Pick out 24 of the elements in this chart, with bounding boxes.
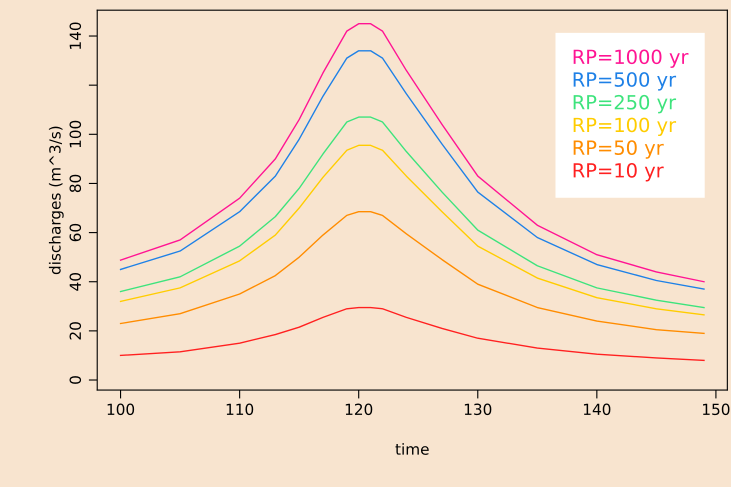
y-axis-title: discharges (m^3/s) bbox=[48, 126, 64, 274]
y-tick-label: 0 bbox=[70, 376, 82, 384]
y-tick-label: 60 bbox=[70, 224, 82, 242]
x-tick-label: 150 bbox=[703, 404, 730, 416]
text: RP=10 yr bbox=[574, 162, 664, 182]
text: RP=500 yr bbox=[574, 72, 676, 91]
x-tick-label: 110 bbox=[226, 404, 254, 416]
x-tick-label: 120 bbox=[346, 404, 372, 416]
text: RP=250 yr bbox=[574, 94, 676, 114]
line-series bbox=[120, 306, 705, 362]
x-tick-label: 130 bbox=[464, 404, 492, 416]
y-tick-label: 140 bbox=[70, 22, 82, 49]
text: RP=1000 yr bbox=[574, 49, 688, 68]
line-series bbox=[120, 116, 705, 308]
line-series bbox=[120, 211, 705, 334]
text: RP=100 yr bbox=[574, 118, 676, 136]
y-tick-label: 80 bbox=[70, 174, 82, 192]
y-tick-label: 40 bbox=[70, 273, 82, 291]
y-tick-label: 20 bbox=[70, 322, 82, 340]
x-axis-title: time bbox=[395, 443, 429, 455]
x-tick-label: 100 bbox=[108, 404, 134, 416]
y-tick-label: 100 bbox=[70, 120, 82, 148]
x-tick-label: 140 bbox=[584, 404, 610, 416]
text: RP=50 yr bbox=[574, 140, 664, 159]
